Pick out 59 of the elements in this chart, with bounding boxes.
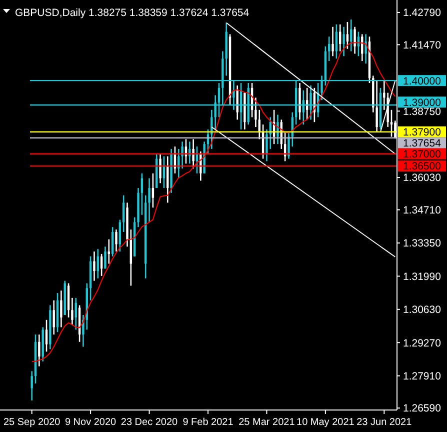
ref-line-label: 1.37654 <box>403 138 442 150</box>
x-tick-label: 25 Mar 2021 <box>238 417 296 428</box>
candlestick <box>288 131 290 160</box>
candlestick <box>276 114 279 145</box>
candlestick <box>30 370 33 402</box>
y-tick-label: 1.42790 <box>403 7 442 20</box>
candlestick <box>140 172 144 216</box>
candlestick <box>159 153 162 184</box>
x-tick-label: 23 Jun 2021 <box>356 417 412 428</box>
candlestick <box>93 250 96 282</box>
candlestick <box>52 300 55 336</box>
x-tick-label: 9 Feb 2021 <box>182 417 234 428</box>
candlestick <box>339 24 342 52</box>
y-tick-label: 1.41470 <box>403 39 442 52</box>
candlestick <box>332 26 334 57</box>
candlestick <box>115 228 118 252</box>
text: GBPUSD,Daily 1.38275 1.38359 1.37624 1.37654 <box>15 7 250 19</box>
candlestick <box>122 194 125 233</box>
ref-line-label: 1.36500 <box>403 160 442 173</box>
candlestick <box>376 80 378 133</box>
candlestick <box>354 26 356 54</box>
candlestick <box>390 109 393 138</box>
y-tick-label: 1.34710 <box>403 204 442 216</box>
candlestick <box>152 172 154 208</box>
candlestick <box>200 150 202 182</box>
candlestick <box>162 156 166 189</box>
candlestick <box>96 248 99 280</box>
candlestick <box>45 319 48 352</box>
y-tick-label: 1.30630 <box>403 304 442 316</box>
candlestick <box>328 36 330 62</box>
ref-line-label: 1.40000 <box>403 75 442 88</box>
y-tick-label: 1.31990 <box>403 270 442 283</box>
candlestick <box>104 246 106 270</box>
candlestick <box>346 21 349 50</box>
y-tick-label: 1.29270 <box>403 337 442 350</box>
candlestick <box>108 238 110 264</box>
candlestick <box>111 226 114 258</box>
candlestick <box>74 297 77 330</box>
y-tick-label: 1.33350 <box>403 238 442 250</box>
x-tick-label: 10 May 2021 <box>296 417 355 428</box>
x-tick-label: 25 Sep 2020 <box>3 417 61 428</box>
ref-line-label: 1.37000 <box>403 148 442 161</box>
y-tick-label: 1.27910 <box>403 370 442 382</box>
x-tick-label: 23 Dec 2020 <box>120 417 178 428</box>
candlestick <box>71 297 74 326</box>
candlestick <box>118 219 122 252</box>
candlestick <box>258 109 260 140</box>
y-tick-label: 1.36030 <box>403 172 442 184</box>
candlestick <box>192 138 194 170</box>
y-tick-label: 1.26590 <box>403 402 442 415</box>
x-tick-label: 9 Nov 2020 <box>64 417 117 428</box>
candlestick <box>364 34 367 64</box>
candlestick <box>350 18 352 52</box>
candlestick <box>335 24 338 60</box>
candlestick <box>60 290 62 328</box>
ref-line-label: 1.37900 <box>403 126 442 139</box>
candlestick <box>342 26 345 57</box>
candlestick <box>100 253 103 277</box>
candlestick <box>38 334 40 367</box>
